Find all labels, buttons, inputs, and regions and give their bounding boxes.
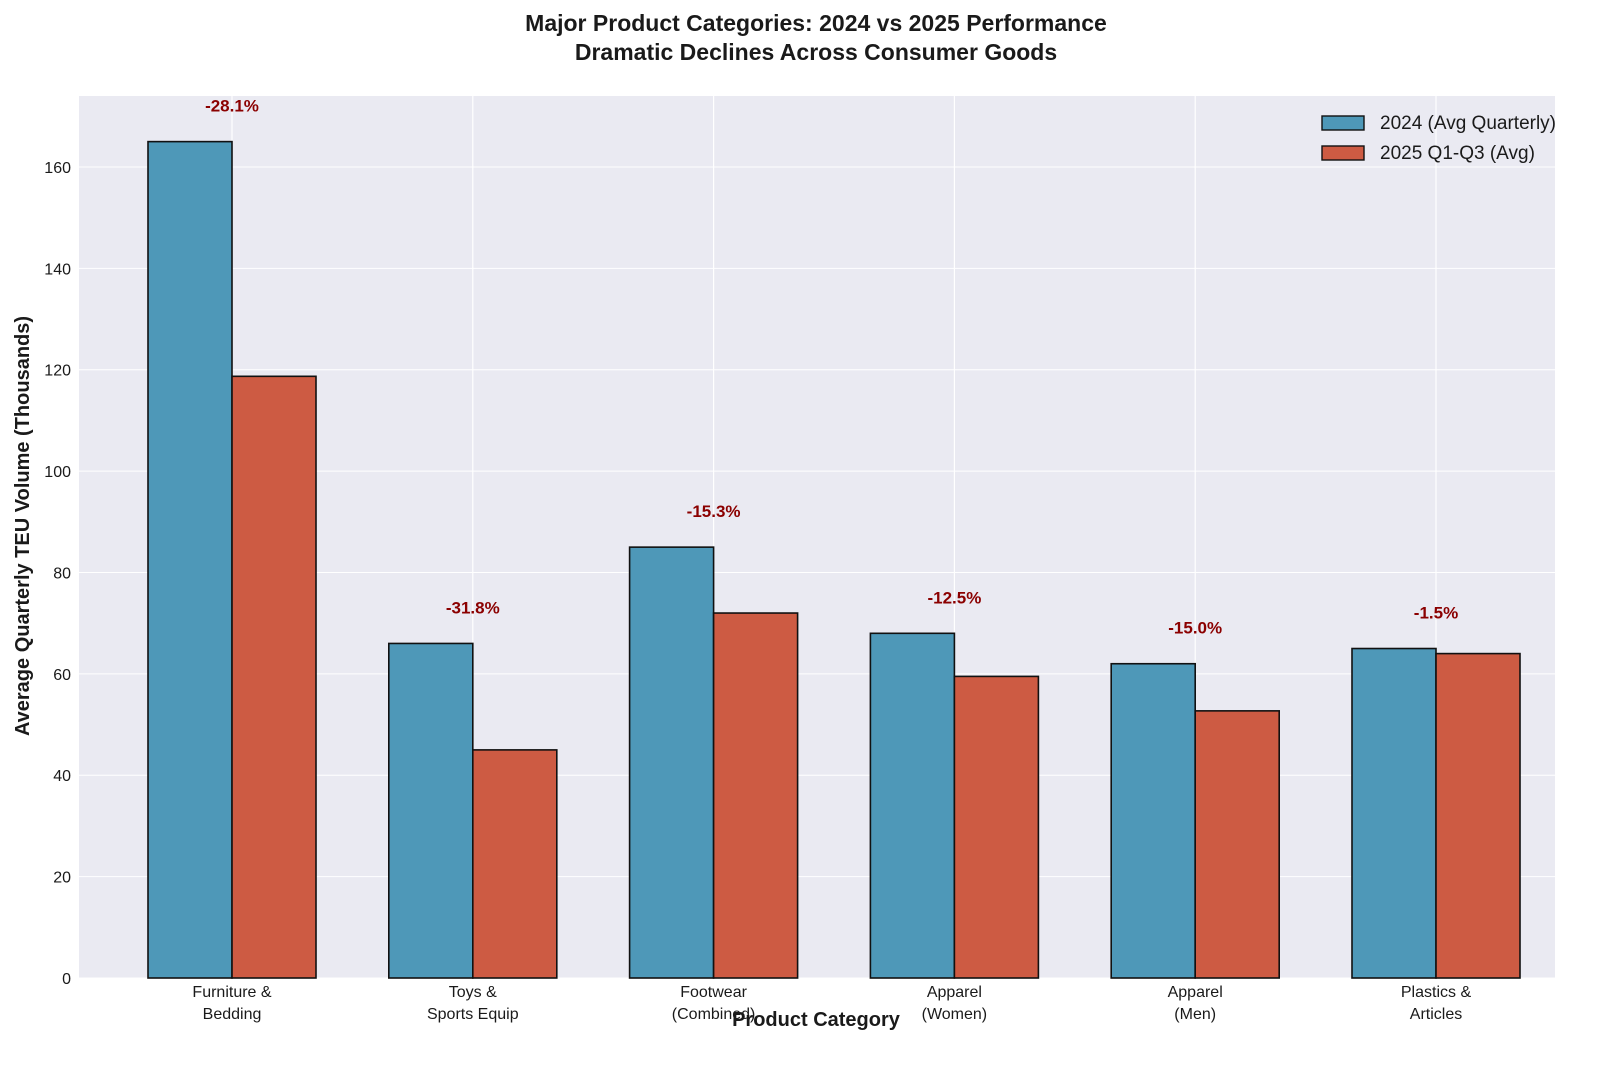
x-tick-label: Footwear (Combined) <box>672 984 756 1023</box>
bar-2025 <box>471 749 558 979</box>
legend-swatch <box>1321 145 1365 161</box>
x-tick-labels: Furniture & Bedding Toys & Sports Equip Foot… <box>192 984 1471 1023</box>
plot-background <box>79 96 1555 978</box>
legend-label: 2025 Q1-Q3 (Avg) <box>1380 143 1535 164</box>
change-annotation: -15.3% <box>687 502 741 521</box>
y-tick-labels: 0 20 40 60 80 100 120 140 160 <box>44 160 71 988</box>
change-annotation: -15.0% <box>1168 619 1222 638</box>
bar-2025 <box>231 375 317 979</box>
x-tick-label: Plastics & Articles <box>1401 984 1472 1023</box>
change-annotation: -28.1% <box>205 97 259 116</box>
y-tick-label: 100 <box>44 464 71 481</box>
bar-2024 <box>1110 662 1196 979</box>
y-tick-label: 40 <box>53 768 71 785</box>
x-tick-label: Toys & Sports Equip <box>427 984 519 1023</box>
chart-title-line1: Major Product Categories: 2024 vs 2025 P… <box>525 10 1107 36</box>
x-tick-label: Apparel (Men) <box>1168 984 1223 1023</box>
y-tick-label: 120 <box>44 363 71 380</box>
bar-2025 <box>953 675 1040 979</box>
x-axis-label: Product Category <box>732 1009 901 1031</box>
x-tick-label: Furniture & Bedding <box>192 984 271 1023</box>
bar-2025 <box>712 612 799 979</box>
x-tick-label: Apparel (Women) <box>922 984 988 1023</box>
y-tick-label: 20 <box>53 870 71 887</box>
y-axis-label: Average Quarterly TEU Volume (Thousands) <box>12 316 34 736</box>
change-annotation: -31.8% <box>446 598 500 617</box>
bar-2024 <box>387 642 474 979</box>
change-annotation: -1.5% <box>1414 604 1458 623</box>
y-tick-label: 0 <box>62 971 71 988</box>
bar-2024 <box>147 140 233 979</box>
bar-2025 <box>1435 652 1521 979</box>
change-annotations: -28.1% -31.8% -15.3% -12.5% -15.0% -1.5% <box>205 97 1458 638</box>
y-tick-label: 60 <box>53 667 71 684</box>
change-annotation: -12.5% <box>927 588 981 607</box>
legend: 2024 (Avg Quarterly) 2025 Q1-Q3 (Avg) <box>1321 113 1556 164</box>
bar-2024 <box>628 546 715 979</box>
chart-title-line2: Dramatic Declines Across Consumer Goods <box>575 39 1057 65</box>
y-tick-label: 80 <box>53 565 71 582</box>
bar-2024 <box>869 632 956 979</box>
bar-2024 <box>1351 647 1437 979</box>
legend-swatch <box>1321 115 1365 131</box>
y-tick-label: 140 <box>44 261 71 278</box>
legend-label: 2024 (Avg Quarterly) <box>1380 113 1556 134</box>
bar-2025 <box>1194 710 1280 979</box>
y-tick-label: 160 <box>44 160 71 177</box>
bars <box>147 140 1521 979</box>
